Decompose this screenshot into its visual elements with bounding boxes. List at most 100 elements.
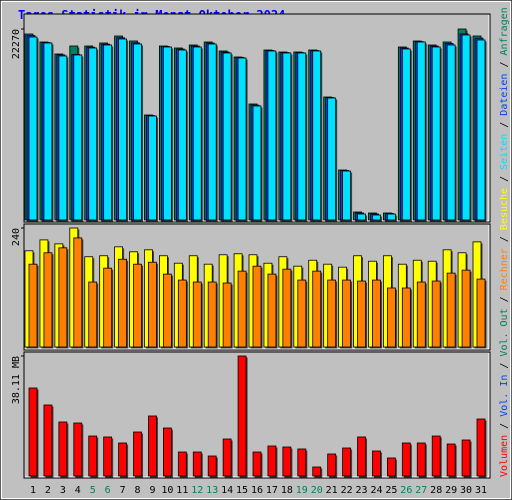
bar xyxy=(73,54,83,221)
x-tick-label: 29 xyxy=(445,485,457,496)
bar xyxy=(133,43,142,221)
bar xyxy=(177,279,187,348)
bar xyxy=(177,451,187,477)
bar xyxy=(297,52,307,221)
x-tick-label: 18 xyxy=(281,485,293,496)
legend-item: Vol. Out xyxy=(499,308,510,356)
legend-separator: / xyxy=(499,116,510,134)
bar xyxy=(401,287,411,348)
bar xyxy=(162,273,172,348)
bar xyxy=(342,447,352,477)
y-tick-label: 22270 xyxy=(11,29,22,59)
bar xyxy=(222,282,232,348)
bar xyxy=(416,281,426,348)
x-tick-label: 9 xyxy=(149,485,155,496)
legend-separator: / xyxy=(499,357,510,375)
bar xyxy=(162,46,172,221)
legend-separator: / xyxy=(499,170,510,188)
y-tick-label: 240 xyxy=(11,228,22,246)
bar xyxy=(312,466,322,477)
legend-separator: / xyxy=(499,230,510,248)
bar xyxy=(416,442,426,477)
bar xyxy=(372,214,381,221)
bar xyxy=(267,273,277,348)
x-tick-label: 8 xyxy=(135,485,141,496)
bar xyxy=(222,438,232,477)
bar xyxy=(252,265,262,348)
bar xyxy=(312,50,322,221)
bar xyxy=(282,446,292,477)
bar xyxy=(357,213,366,221)
y-tick-label: 38.11 MB xyxy=(11,356,22,404)
bar xyxy=(118,442,127,477)
bar xyxy=(73,237,83,348)
bar xyxy=(401,442,411,477)
bar xyxy=(207,455,217,477)
bar xyxy=(192,451,202,477)
bar xyxy=(297,279,307,348)
bar xyxy=(133,263,142,348)
legend-item: Rechner xyxy=(499,248,510,290)
bar xyxy=(401,48,411,221)
x-tick-label: 11 xyxy=(176,485,188,496)
bar xyxy=(222,52,232,221)
bar xyxy=(133,431,142,477)
bar xyxy=(267,445,277,477)
bar xyxy=(476,278,486,348)
bar xyxy=(192,46,202,221)
x-tick-label: 27 xyxy=(415,485,427,496)
bar xyxy=(162,427,172,477)
bar xyxy=(103,436,113,477)
bar xyxy=(237,270,247,348)
bar xyxy=(43,42,53,221)
bar xyxy=(342,279,352,348)
bar xyxy=(386,457,396,477)
bar xyxy=(148,261,157,348)
x-tick-label: 17 xyxy=(266,485,278,496)
bar xyxy=(431,280,441,348)
bar xyxy=(282,268,292,348)
bar xyxy=(28,263,38,348)
bar xyxy=(192,281,202,348)
x-tick-label: 3 xyxy=(60,485,66,496)
bar xyxy=(207,43,217,221)
bar xyxy=(372,279,381,348)
bar xyxy=(357,436,366,477)
bar xyxy=(312,270,322,348)
legend-separator: / xyxy=(499,417,510,435)
x-tick-label: 10 xyxy=(161,485,173,496)
bar xyxy=(177,49,187,221)
bar xyxy=(103,44,113,221)
x-tick-label: 7 xyxy=(120,485,126,496)
bar xyxy=(148,415,157,477)
x-tick-label: 25 xyxy=(385,485,397,496)
x-tick-label: 1 xyxy=(30,485,36,496)
bar xyxy=(237,355,247,477)
bar xyxy=(461,34,471,221)
bar xyxy=(73,422,83,477)
bar xyxy=(207,281,217,348)
bar xyxy=(461,439,471,477)
bar xyxy=(327,279,337,348)
x-tick-label: 31 xyxy=(475,485,487,496)
x-tick-label: 30 xyxy=(460,485,472,496)
legend-item: Dateien xyxy=(499,74,510,116)
bar xyxy=(148,115,157,221)
bar xyxy=(58,247,68,348)
x-tick-label: 14 xyxy=(221,485,233,496)
bar xyxy=(58,421,68,477)
bar xyxy=(43,404,53,477)
bar xyxy=(28,387,38,477)
bar xyxy=(431,435,441,477)
bar xyxy=(267,50,277,221)
bar xyxy=(252,105,262,221)
bar xyxy=(58,55,68,221)
bar xyxy=(88,281,98,348)
bar xyxy=(28,36,38,221)
bar xyxy=(476,418,486,477)
bar xyxy=(327,453,337,477)
x-tick-label: 16 xyxy=(251,485,263,496)
x-tick-label: 19 xyxy=(296,485,308,496)
